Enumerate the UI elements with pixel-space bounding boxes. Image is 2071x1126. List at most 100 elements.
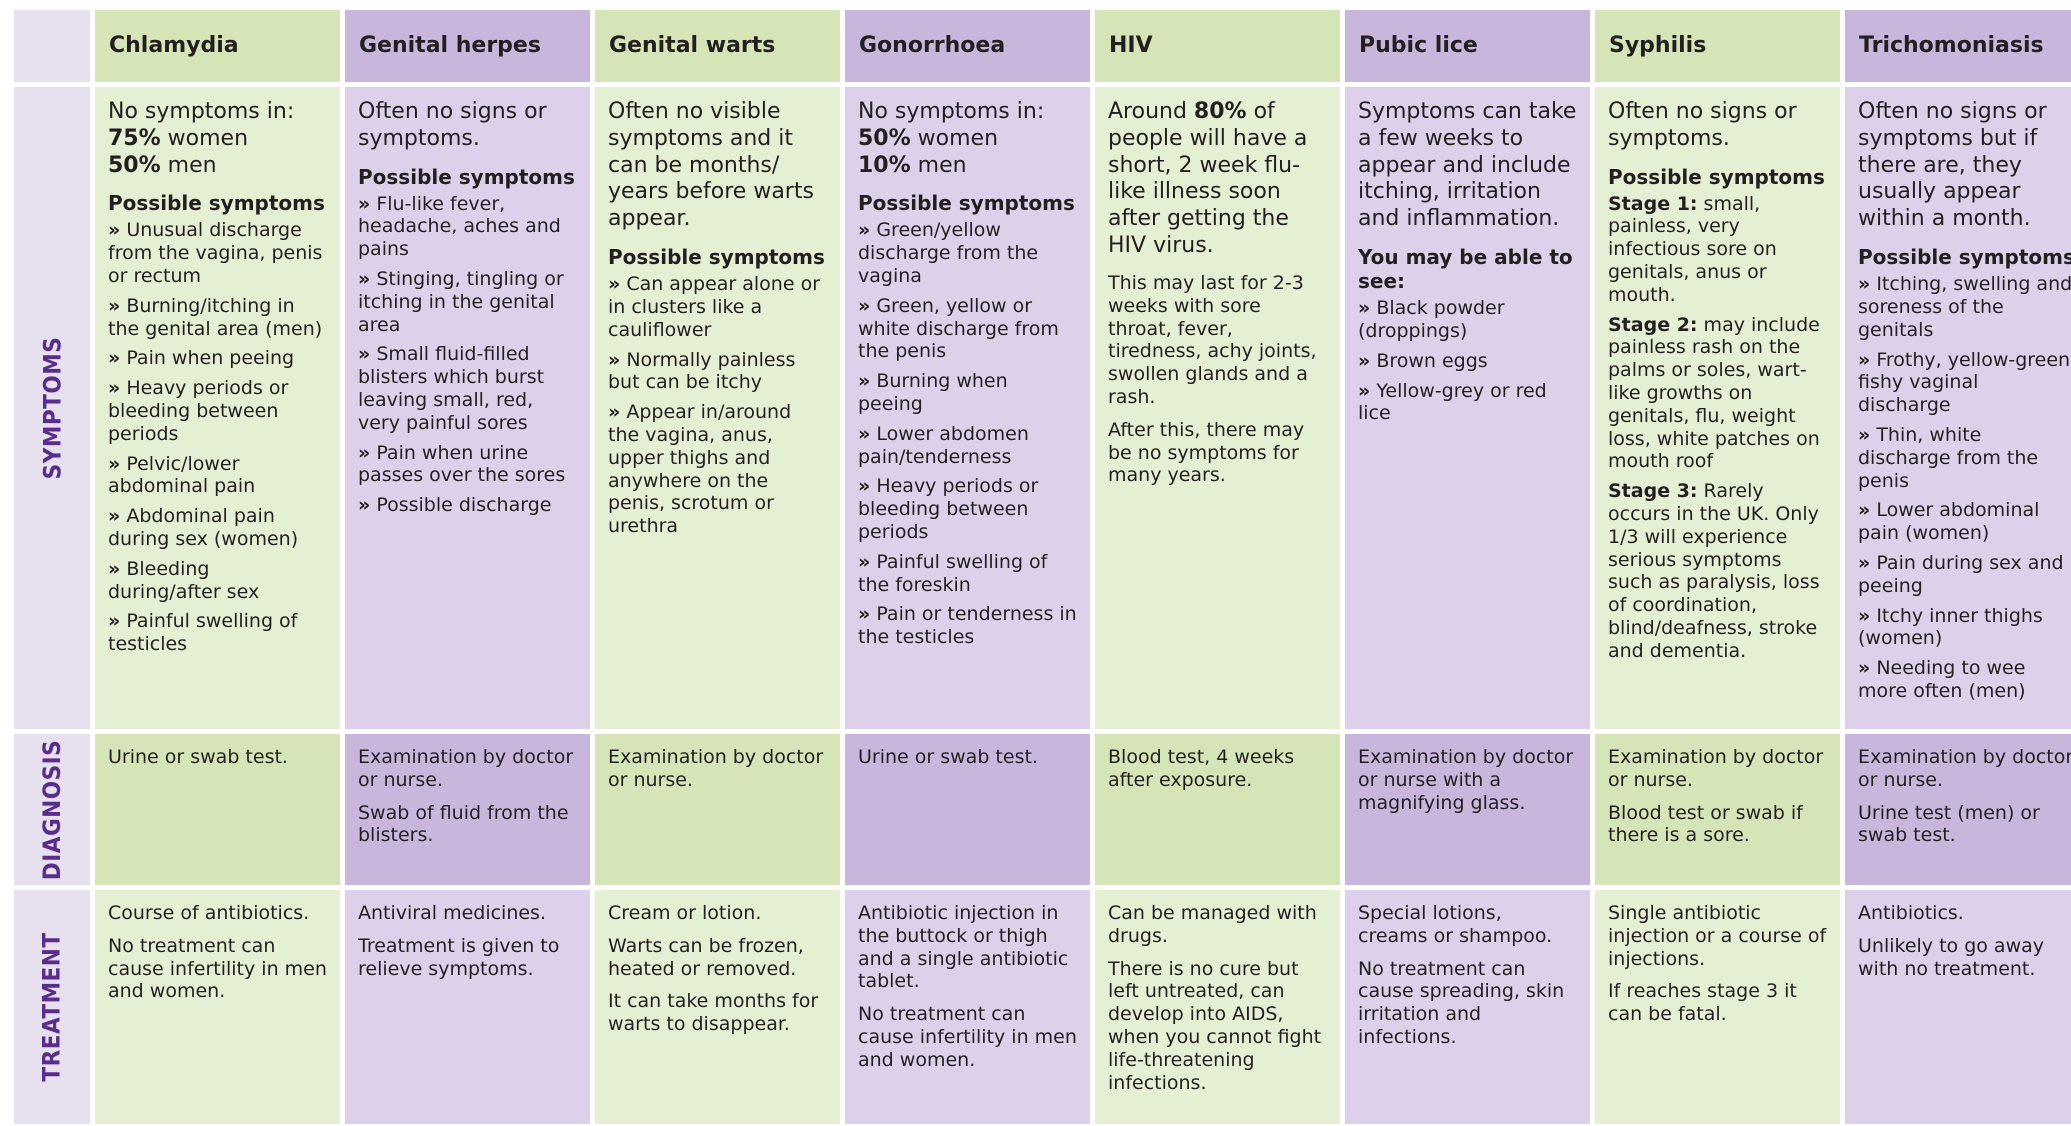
paragraph: » Can appear alone or in clusters like a… bbox=[608, 273, 827, 341]
text-run: Abdominal pain during sex (women) bbox=[108, 505, 299, 551]
paragraph: » Burning when peeing bbox=[858, 370, 1077, 416]
paragraph: Symptoms can take a few weeks to appear … bbox=[1358, 99, 1577, 233]
symptoms-cell: No symptoms in: 75% women 50% men Possible … bbox=[95, 87, 340, 729]
paragraph: » Thin, white discharge from the penis bbox=[1858, 424, 2071, 492]
row-label-text: DIAGNOSIS bbox=[38, 739, 66, 880]
diagnosis-cell: Blood test, 4 weeks after exposure. bbox=[1095, 734, 1340, 885]
text-run: Painful swelling of testicles bbox=[108, 610, 298, 656]
column-header: Syphilis bbox=[1595, 10, 1840, 82]
bold-run: » bbox=[108, 377, 121, 400]
text-run: small, painless, very infectious sore on… bbox=[1608, 192, 1777, 306]
bold-run: 50% bbox=[858, 125, 911, 151]
text-run: No symptoms in: bbox=[858, 99, 1045, 124]
paragraph: Examination by doctor or nurse with a ma… bbox=[1358, 746, 1574, 814]
symptoms-cell: Around 80% of people will have a short, … bbox=[1095, 87, 1340, 729]
treatment-cell: Can be managed with drugs. There is no cu… bbox=[1095, 890, 1340, 1124]
text-run: Around bbox=[1108, 99, 1194, 124]
diagnosis-cell: Urine or swab test. bbox=[95, 734, 340, 885]
paragraph: Blood test, 4 weeks after exposure. bbox=[1108, 746, 1295, 791]
bold-run: » bbox=[858, 475, 871, 498]
text-run: Pain when urine passes over the sores bbox=[358, 441, 566, 487]
paragraph: » Green, yellow or white discharge from … bbox=[858, 295, 1077, 363]
paragraph: » Burning/itching in the genital area (m… bbox=[108, 295, 327, 341]
paragraph: Examination by doctor or nurse. bbox=[1608, 746, 1824, 791]
text-run: Possible symptoms bbox=[1858, 245, 2071, 270]
text-run: Thin, white discharge from the penis bbox=[1858, 423, 2039, 492]
diagnosis-cell: Examination by doctor or nurse. bbox=[595, 734, 840, 885]
paragraph: » Yellow-grey or red lice bbox=[1358, 380, 1577, 426]
row-label: TREATMENT bbox=[14, 890, 90, 1124]
paragraph: » Abdominal pain during sex (women) bbox=[108, 505, 327, 551]
text-run: Possible symptoms bbox=[358, 164, 575, 189]
paragraph: Treatment is given to relieve symptoms. bbox=[358, 934, 560, 980]
text-run: Rarely occurs in the UK. Only 1/3 will e… bbox=[1608, 480, 1820, 662]
text-run: Burning when peeing bbox=[858, 370, 1008, 416]
diagnosis-cell: Examination by doctor or nurse. Urine tes… bbox=[1845, 734, 2071, 885]
symptoms-cell: Often no visible symptoms and it can be … bbox=[595, 87, 840, 729]
column-header: Gonorrhoea bbox=[845, 10, 1090, 82]
paragraph: Around 80% of people will have a short, … bbox=[1108, 99, 1327, 260]
symptoms-cell: Often no signs or symptoms. Possible symp… bbox=[345, 87, 590, 729]
text-run: Frothy, yellow-green fishy vaginal disch… bbox=[1858, 348, 2071, 417]
paragraph: 50% men bbox=[108, 153, 327, 180]
bold-run: 80% bbox=[1193, 99, 1247, 124]
paragraph: Unlikely to go away with no treatment. bbox=[1858, 934, 2044, 980]
bold-run: » bbox=[858, 294, 871, 317]
bold-run: » bbox=[858, 422, 871, 445]
treatment-cell: Antibiotics. Unlikely to go away with no … bbox=[1845, 890, 2071, 1124]
paragraph: Antibiotic injection in the buttock or t… bbox=[858, 902, 1069, 993]
paragraph: No treatment can cause spreading, skin i… bbox=[1358, 957, 1565, 1048]
text-run: Lower abdomen pain/tenderness bbox=[858, 422, 1029, 468]
text-run: Possible symptoms bbox=[108, 191, 325, 216]
paragraph: » Flu-like fever, headache, aches and pa… bbox=[358, 193, 577, 261]
paragraph: » Pelvic/lower abdominal pain bbox=[108, 453, 327, 499]
text-run: Small fluid-filled blisters which burst … bbox=[358, 343, 545, 434]
text-run: women bbox=[160, 125, 249, 151]
paragraph: Course of antibiotics. bbox=[108, 902, 310, 924]
treatment-cell: Special lotions, creams or shampoo. No tr… bbox=[1345, 890, 1590, 1124]
paragraph: Cream or lotion. bbox=[608, 902, 762, 924]
paragraph: No symptoms in: bbox=[108, 99, 327, 126]
paragraph: » Lower abdominal pain (women) bbox=[1858, 499, 2071, 545]
paragraph: » Needing to wee more often (men) bbox=[1858, 657, 2071, 703]
paragraph: You may be able to see: bbox=[1358, 245, 1577, 293]
column-header: Trichomoniasis bbox=[1845, 10, 2071, 82]
text-run: Can appear alone or in clusters like a c… bbox=[608, 273, 821, 341]
text-run: Burning/itching in the genital area (men… bbox=[108, 294, 323, 340]
text-run: Possible discharge bbox=[370, 494, 552, 517]
paragraph: Stage 2: may include painless rash on th… bbox=[1608, 314, 1827, 474]
diagnosis-cell: Examination by doctor or nurse with a ma… bbox=[1345, 734, 1590, 885]
bold-run: » bbox=[358, 343, 371, 366]
paragraph: » Lower abdomen pain/tenderness bbox=[858, 423, 1077, 469]
paragraph: Antibiotics. bbox=[1858, 902, 1964, 924]
corner bbox=[14, 10, 90, 82]
paragraph: Often no visible symptoms and it can be … bbox=[608, 99, 827, 233]
bold-run: » bbox=[1858, 604, 1871, 627]
bold-run: » bbox=[1358, 297, 1371, 320]
bold-run: Stage 3: bbox=[1608, 480, 1698, 503]
bold-run: » bbox=[358, 441, 371, 464]
text-run: Itchy inner thighs (women) bbox=[1858, 604, 2043, 650]
paragraph: Single antibiotic injection or a course … bbox=[1608, 902, 1827, 970]
paragraph: 10% men bbox=[858, 153, 1077, 180]
paragraph: Antiviral medicines. bbox=[358, 902, 546, 924]
paragraph: This may last for 2-3 weeks with sore th… bbox=[1108, 272, 1327, 409]
paragraph: » Stinging, tingling or itching in the g… bbox=[358, 268, 577, 336]
paragraph: Urine or swab test. bbox=[108, 746, 288, 768]
text-run: Black powder (droppings) bbox=[1358, 297, 1505, 342]
paragraph: » Heavy periods or bleeding between peri… bbox=[858, 475, 1077, 543]
text-run: Stinging, tingling or itching in the gen… bbox=[358, 268, 564, 336]
paragraph: » Pain when peeing bbox=[108, 347, 327, 370]
treatment-cell: Antiviral medicines. Treatment is given t… bbox=[345, 890, 590, 1124]
column-header: Genital warts bbox=[595, 10, 840, 82]
paragraph: » Black powder (droppings) bbox=[1358, 297, 1577, 343]
bold-run: » bbox=[858, 603, 871, 626]
row-label-text: SYMPTOMS bbox=[38, 336, 66, 480]
bold-run: » bbox=[1858, 551, 1871, 574]
bold-run: » bbox=[858, 550, 871, 573]
text-run: of people will have a short, 2 week flu-… bbox=[1108, 99, 1308, 259]
text-run: Often no visible symptoms and it can be … bbox=[608, 99, 814, 232]
paragraph: » Painful swelling of the foreskin bbox=[858, 551, 1077, 597]
paragraph: Possible symptoms bbox=[1858, 245, 2071, 269]
